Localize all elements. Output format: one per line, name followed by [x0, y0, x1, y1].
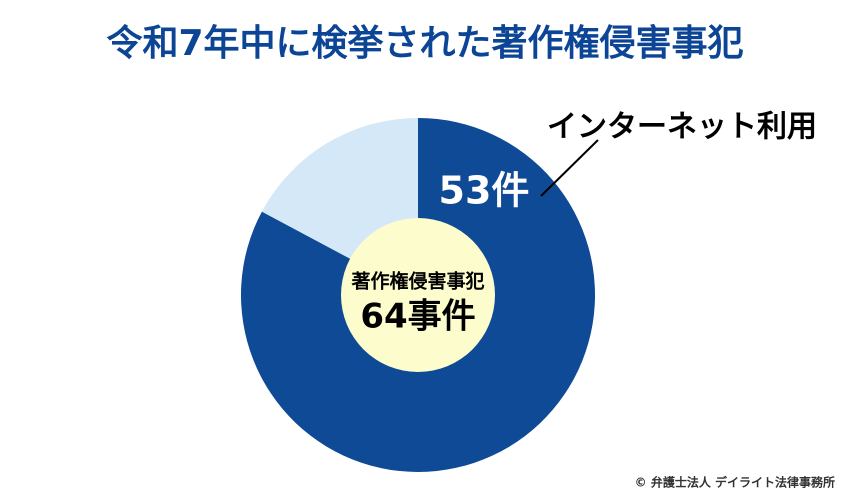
- donut-hole: [341, 218, 495, 372]
- value-label: 53件: [439, 169, 530, 213]
- credit: © 弁護士法人 デイライト法律事務所: [635, 475, 835, 490]
- center-title: 著作権侵害事犯: [351, 270, 484, 293]
- category-label: インターネット利用: [547, 110, 817, 145]
- chart-title: 令和7年中に検挙された著作権侵害事犯: [106, 23, 743, 64]
- center-total: 64事件: [360, 297, 475, 337]
- donut: [241, 118, 595, 473]
- leader-line: [540, 139, 599, 197]
